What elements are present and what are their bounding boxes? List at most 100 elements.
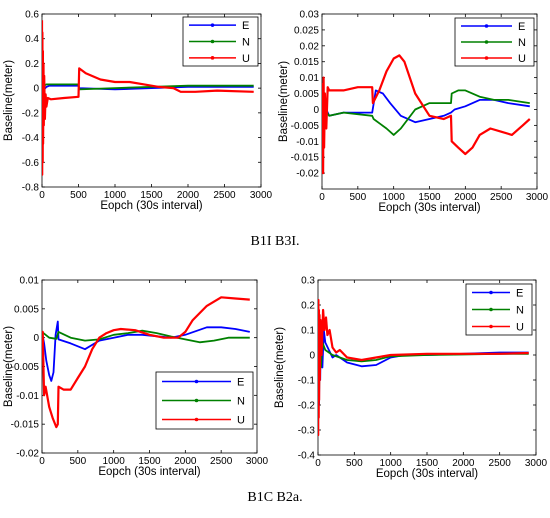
- legend-marker-E: [489, 290, 493, 295]
- legend-marker-E: [484, 24, 489, 28]
- y-tick-label: 0: [313, 105, 319, 116]
- y-tick-label: -0.3: [298, 426, 316, 437]
- legend-marker-U: [194, 417, 199, 422]
- x-tick-label: 500: [346, 458, 363, 469]
- y-tick-label: -0.005: [11, 362, 40, 373]
- x-tick-label: 2000: [174, 456, 197, 467]
- x-tick-label: 0: [39, 190, 45, 201]
- x-axis-label: Eopch (30s interval): [100, 200, 202, 212]
- x-tick-label: 0: [319, 192, 325, 203]
- legend-label-N: N: [518, 37, 526, 49]
- x-tick-label: 2500: [489, 458, 512, 469]
- y-tick-label: 0.1: [301, 326, 315, 337]
- chart-panel-4: 0 500 1000 1500 2000 2500 3000 -0.4 -0.3 -0.2 -0.1…: [274, 276, 548, 481]
- x-tick-label: 2500: [213, 190, 236, 201]
- series-lines: [318, 298, 529, 437]
- legend: ENU: [454, 17, 535, 67]
- legend-marker-U: [210, 56, 215, 60]
- y-axis-label: Baseline(meter): [3, 326, 15, 407]
- y-tick-label: -0.02: [296, 169, 319, 180]
- series-lines: [322, 54, 531, 175]
- x-tick-label: 1500: [416, 458, 439, 469]
- y-tick-label: 0.02: [300, 41, 320, 52]
- y-tick-label: -0.2: [298, 401, 316, 412]
- series-line-U: [318, 298, 529, 437]
- legend-marker-N: [489, 307, 493, 312]
- legend: ENU: [155, 371, 254, 430]
- legend: ENU: [465, 283, 533, 336]
- legend-marker-E: [194, 379, 199, 384]
- x-tick-label: 1500: [140, 190, 163, 201]
- x-tick-label: 0: [39, 456, 45, 467]
- legend-marker-N: [210, 39, 215, 44]
- x-tick-label: 3000: [250, 190, 273, 201]
- series-line-U: [42, 296, 250, 429]
- y-tick-label: -0.4: [298, 451, 316, 462]
- x-tick-label: 2500: [490, 192, 513, 203]
- y-tick-label: -0.1: [298, 376, 316, 387]
- legend-marker-N: [194, 398, 199, 403]
- chart-panel-1: 0 500 1000 1500 2000 2500 3000 -0.8 -0.6 -0.4 -0.2…: [3, 10, 273, 213]
- legend-label-E: E: [242, 20, 249, 32]
- series-line-N: [42, 329, 250, 344]
- y-tick-label: 0.025: [294, 25, 319, 36]
- y-tick-label: -0.6: [22, 158, 40, 169]
- y-tick-label: 0: [309, 351, 315, 362]
- y-axis-label: Baseline(meter): [3, 60, 15, 141]
- y-tick-label: 0.3: [301, 276, 315, 287]
- y-tick-label: -0.01: [16, 391, 39, 402]
- y-tick-label: 0: [33, 84, 39, 95]
- legend-label-E: E: [516, 288, 523, 300]
- x-tick-label: 1000: [103, 456, 126, 467]
- x-tick-label: 2000: [177, 190, 200, 201]
- x-tick-label: 0: [315, 458, 321, 469]
- legend-label-E: E: [518, 21, 525, 33]
- legend-label-U: U: [518, 53, 526, 65]
- legend-label-N: N: [242, 37, 250, 49]
- y-tick-label: 0.005: [14, 304, 39, 315]
- legend-marker-U: [484, 56, 489, 60]
- chart-panel-2: 0 500 1000 1500 2000 2500 3000 -0.02 -0.015 -0.01…: [278, 10, 549, 215]
- y-axis-label: Baseline(meter): [278, 61, 290, 142]
- legend-marker-E: [210, 23, 215, 27]
- y-tick-label: 0.2: [25, 59, 39, 70]
- y-tick-label: 0.005: [294, 89, 319, 100]
- y-tick-label: -0.015: [11, 420, 40, 431]
- legend-label-U: U: [242, 53, 250, 65]
- x-tick-label: 1000: [383, 192, 406, 203]
- series-lines: [42, 296, 250, 429]
- x-tick-label: 500: [69, 456, 86, 467]
- series-line-E: [42, 320, 250, 382]
- y-tick-label: 0.2: [301, 301, 315, 312]
- legend-label-N: N: [237, 396, 245, 408]
- x-tick-label: 3000: [525, 458, 548, 469]
- x-tick-label: 2500: [210, 456, 233, 467]
- y-tick-label: -0.8: [22, 183, 40, 194]
- series-line-U: [322, 54, 531, 175]
- legend-label-E: E: [237, 377, 244, 389]
- y-tick-label: -0.015: [291, 153, 320, 164]
- x-tick-label: 2000: [454, 192, 477, 203]
- y-tick-label: -0.4: [22, 133, 40, 144]
- figure-caption-top: B1I B3I.: [250, 234, 300, 249]
- x-tick-label: 3000: [246, 456, 269, 467]
- x-axis-label: Eopch (30s interval): [378, 202, 480, 214]
- x-tick-label: 500: [70, 190, 87, 201]
- series-lines: [42, 20, 254, 176]
- y-tick-label: 0: [33, 333, 39, 344]
- y-tick-label: 0.01: [20, 276, 40, 287]
- y-tick-label: 0.015: [294, 57, 319, 68]
- y-tick-label: -0.02: [16, 449, 39, 460]
- legend-label-N: N: [516, 305, 524, 317]
- figure-caption-bottom: B1C B2a.: [247, 490, 303, 505]
- y-tick-label: -0.01: [296, 137, 319, 148]
- x-axis-label: Eopch (30s interval): [376, 468, 478, 480]
- legend-label-U: U: [516, 322, 524, 334]
- x-axis-label: Eopch (30s interval): [98, 466, 200, 478]
- chart-panel-3: 0 500 1000 1500 2000 2500 3000 -0.02 -0.015 -0.01…: [3, 276, 269, 479]
- y-axis-label: Baseline(meter): [274, 327, 286, 408]
- x-tick-label: 1000: [380, 458, 403, 469]
- x-tick-label: 3000: [526, 192, 549, 203]
- x-tick-label: 1500: [138, 456, 161, 467]
